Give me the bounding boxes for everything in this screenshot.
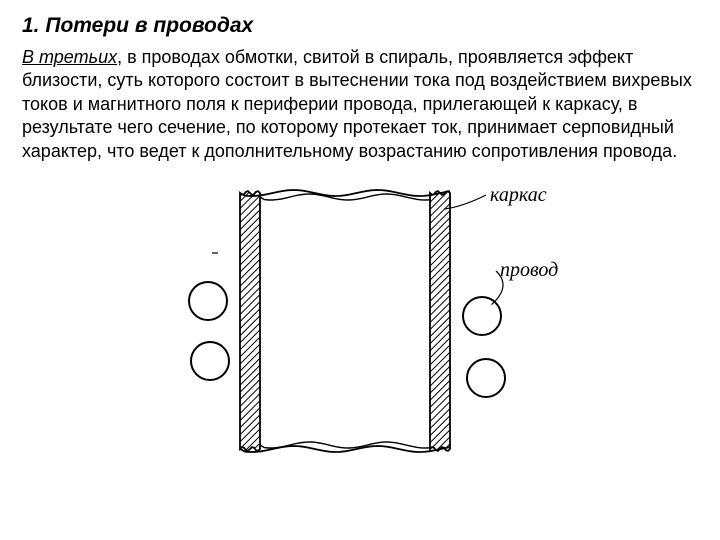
right-wall [430, 191, 450, 451]
frame-top-edge [240, 190, 450, 196]
wire-cross-section-right-0 [463, 297, 501, 335]
wire-cross-section-right-1 [467, 359, 505, 397]
label-wire: провод [500, 259, 558, 281]
body-paragraph: В третьих, в проводах обмотки, свитой в … [22, 46, 698, 163]
label-frame: каркас [490, 184, 547, 206]
left-wall [240, 191, 260, 451]
wire-cross-section-left-1 [191, 342, 229, 380]
paragraph-text: , в проводах обмотки, свитой в спираль, … [22, 47, 692, 161]
intro-phrase: В третьих [22, 47, 117, 67]
frame-interior [260, 194, 430, 445]
coil-diagram: каркас провод [22, 181, 698, 481]
wire-cross-section-left-0 [189, 282, 227, 320]
page-title: 1. Потери в проводах [22, 14, 698, 38]
